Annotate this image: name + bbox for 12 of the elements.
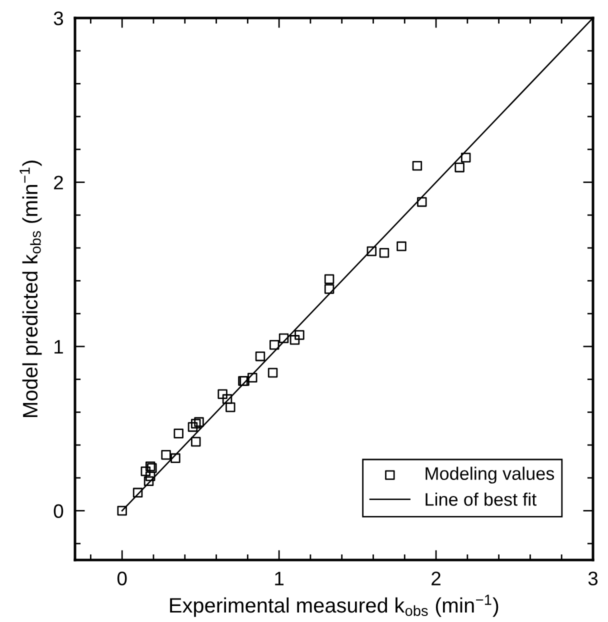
y-tick-label: 3 — [54, 11, 64, 26]
x-tick-label: 2 — [432, 572, 440, 586]
y-axis-title: Model predicted k$_{obs}$ (min$^{−1}$) — [20, 160, 42, 417]
x-tick-label: 1 — [275, 572, 284, 586]
y-tick-label: 1 — [54, 340, 63, 354]
y-tick-label: 0 — [54, 504, 64, 518]
legend-label: Modeling values — [426, 466, 554, 484]
x-axis-title: Experimental measured k$_{obs}$ (min$^{−1}$) — [170, 594, 498, 617]
y-tick-label: 2 — [54, 176, 63, 190]
x-tick-label: 3 — [588, 572, 598, 586]
x-tick-label: 0 — [117, 572, 127, 586]
legend-label: Line of best fit — [426, 492, 537, 506]
